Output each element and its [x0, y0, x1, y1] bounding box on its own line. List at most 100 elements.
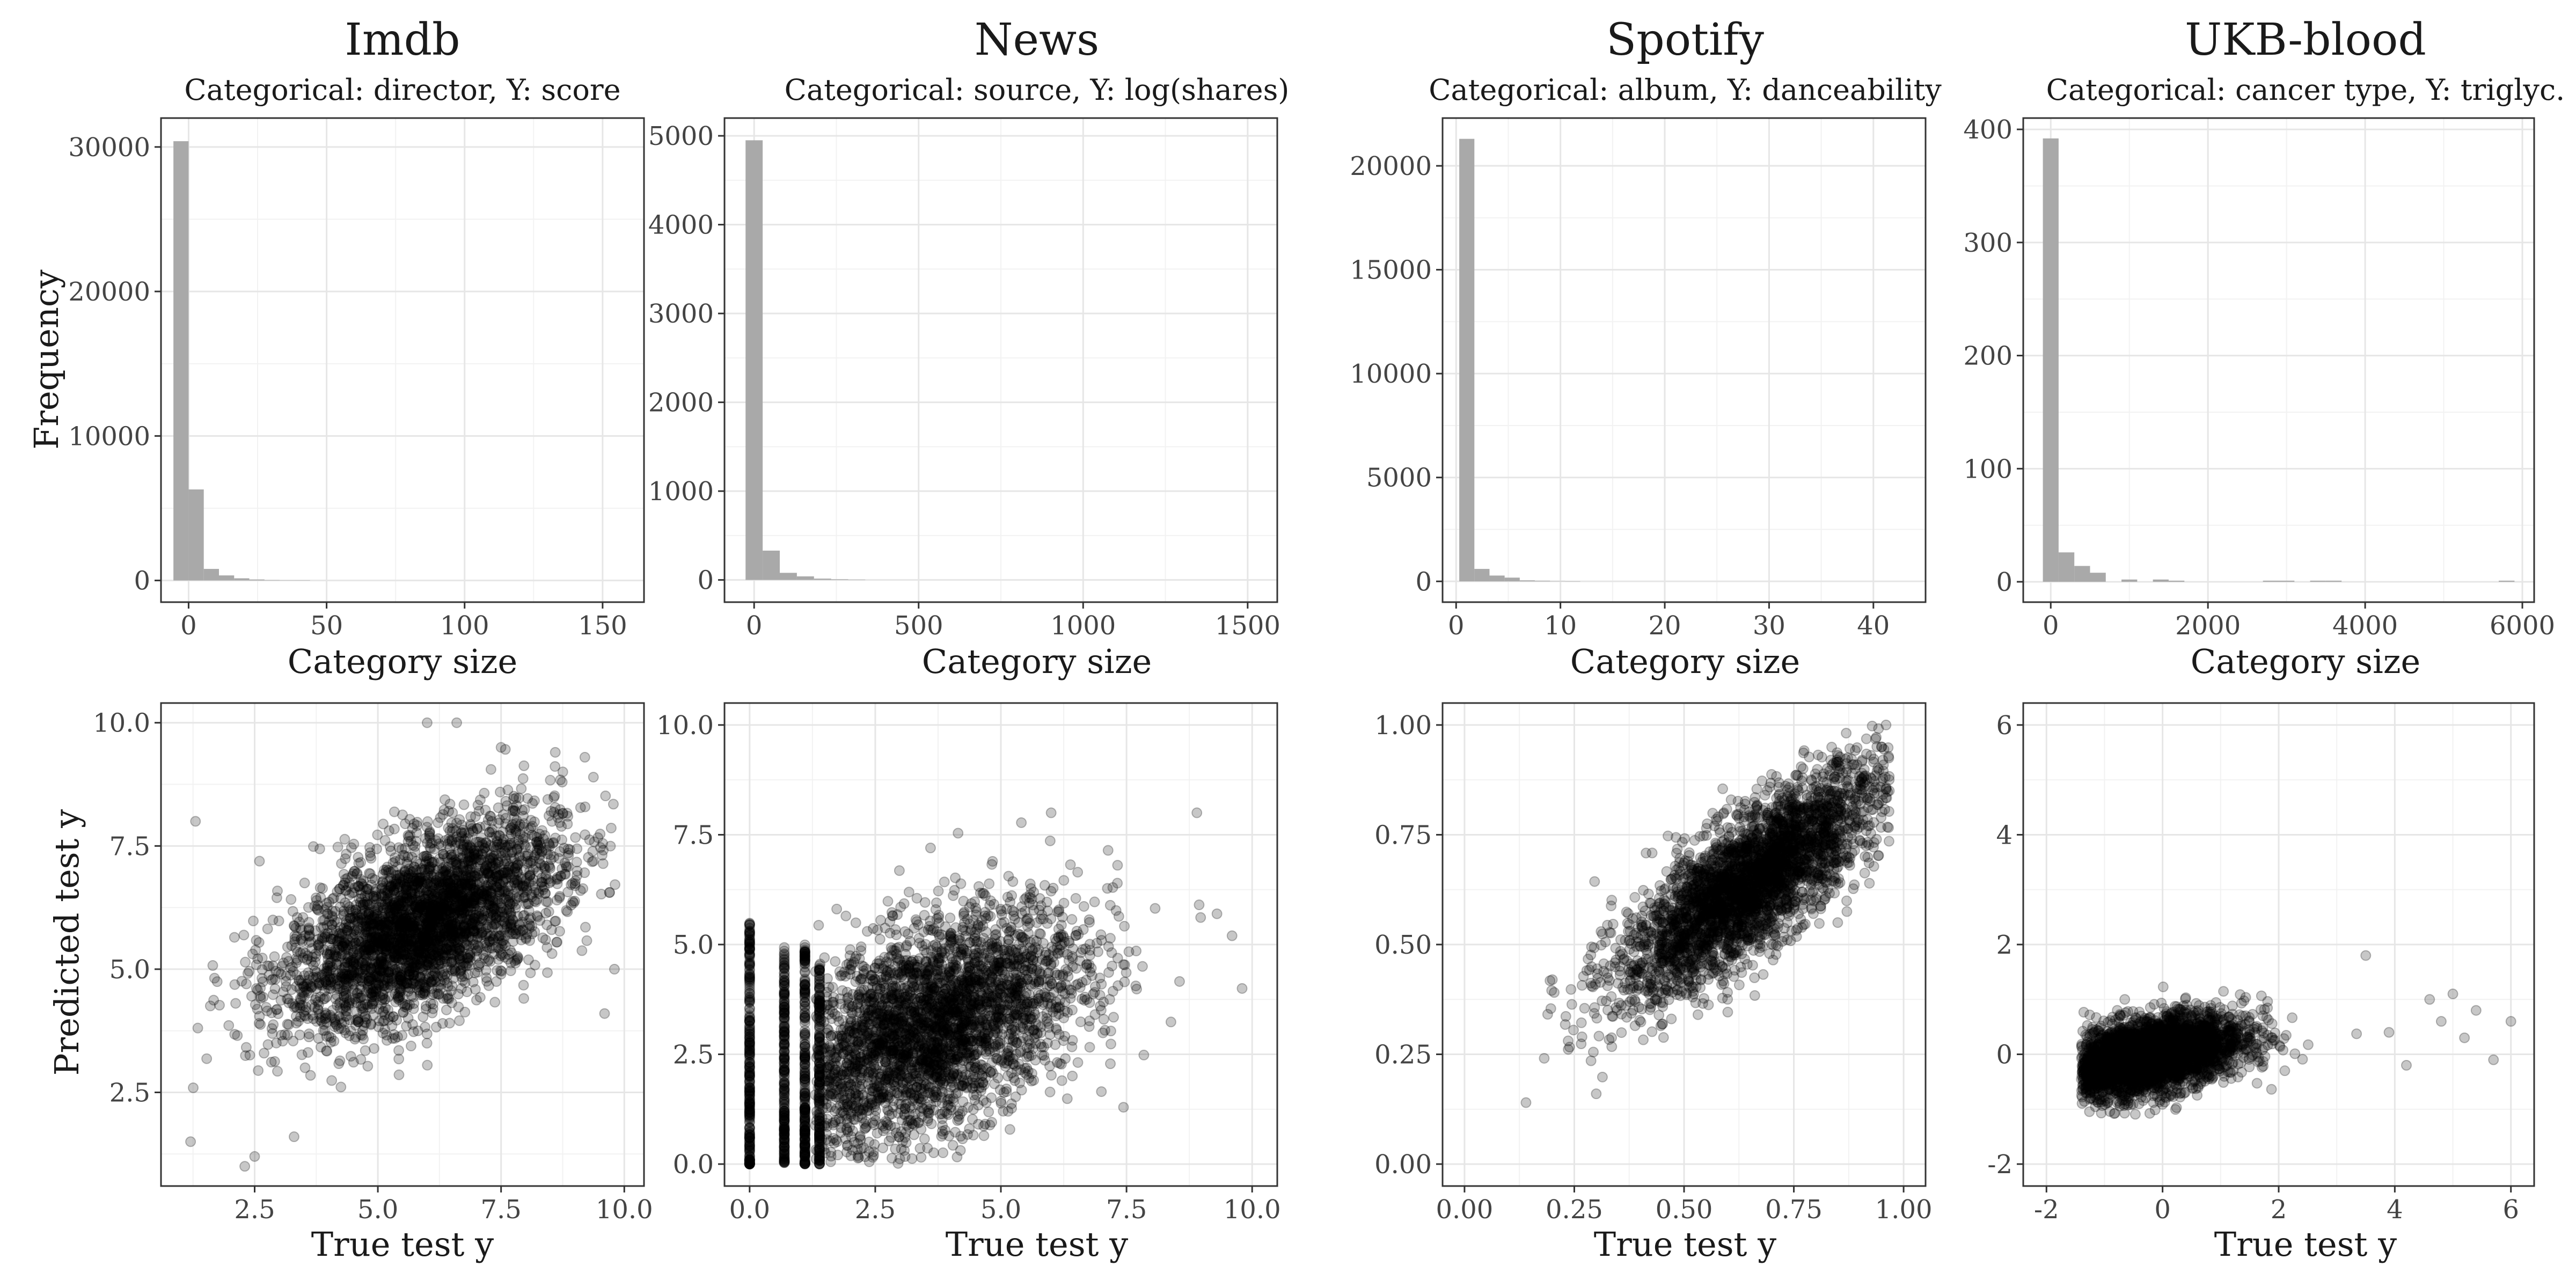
scatter-point	[367, 873, 378, 884]
scatter-point	[353, 923, 364, 934]
scatter-point	[459, 903, 470, 914]
scatter-point	[367, 999, 378, 1010]
scatter-point	[420, 960, 431, 971]
scatter-point	[387, 933, 399, 945]
scatter-point	[409, 899, 420, 911]
x-tick-label: 5.0	[357, 1195, 398, 1225]
scatter-point	[516, 783, 527, 794]
scatter-point	[471, 946, 482, 957]
scatter-point	[402, 873, 414, 884]
scatter-point	[554, 892, 565, 903]
histogram-bar	[203, 569, 219, 581]
scatter-point	[467, 888, 479, 899]
scatter-point	[521, 898, 532, 910]
scatter-point	[298, 1010, 310, 1021]
scatter-point	[408, 998, 420, 1009]
scatter-point	[350, 926, 362, 937]
scatter-point	[508, 791, 519, 802]
scatter-point	[276, 1029, 287, 1041]
scatter-point	[399, 889, 410, 900]
scatter-point	[510, 828, 522, 839]
scatter-point	[433, 817, 444, 828]
scatter-point	[407, 962, 419, 973]
histogram-bar	[2121, 579, 2138, 582]
y-tick-label: 10000	[1350, 359, 1432, 389]
scatter-point	[314, 991, 326, 1002]
scatter-point	[257, 953, 268, 964]
scatter-point	[389, 884, 400, 896]
scatter-point	[474, 822, 486, 833]
scatter-point	[556, 821, 567, 832]
scatter-point	[409, 846, 421, 858]
scatter-point	[458, 799, 470, 810]
scatter-point	[553, 809, 564, 820]
scatter-point	[334, 1055, 346, 1066]
scatter-point	[436, 863, 448, 875]
scatter-point	[475, 854, 486, 866]
scatter-point	[588, 772, 599, 783]
scatter-point	[1174, 976, 1185, 987]
scatter-point	[376, 890, 387, 902]
scatter-point	[524, 920, 536, 931]
scatter-point	[329, 1021, 340, 1033]
scatter-point	[349, 1034, 361, 1045]
panel-subtitle: Categorical: cancer type, Y: triglyc.	[2046, 73, 2565, 107]
scatter-point	[495, 965, 506, 976]
scatter-point	[561, 860, 572, 872]
scatter-point	[390, 928, 401, 940]
scatter-point	[391, 940, 402, 952]
scatter-point	[363, 973, 375, 984]
scatter-point	[267, 960, 279, 971]
scatter-point	[413, 910, 424, 921]
x-axis-title: Category size	[1570, 642, 1800, 681]
scatter-point	[399, 865, 411, 876]
scatter-point	[492, 873, 503, 884]
scatter-point	[399, 949, 411, 961]
scatter-point	[277, 986, 289, 998]
scatter-point	[455, 889, 466, 901]
histogram-bar	[188, 489, 204, 581]
scatter-point	[321, 1045, 332, 1056]
scatter-point	[459, 921, 471, 933]
scatter-point	[214, 1000, 225, 1011]
scatter-point	[334, 945, 346, 956]
scatter-point	[306, 982, 318, 993]
scatter-point	[392, 1031, 403, 1043]
scatter-point	[543, 906, 554, 917]
scatter-point	[207, 960, 218, 971]
scatter-point	[321, 965, 332, 977]
scatter-point	[446, 817, 457, 829]
scatter-point	[419, 927, 430, 938]
y-tick-label: 0	[1996, 567, 2012, 597]
scatter-point	[462, 927, 473, 939]
scatter-point	[460, 898, 471, 909]
scatter-point	[485, 764, 496, 775]
scatter-point	[360, 1016, 371, 1028]
scatter-point	[294, 1029, 305, 1041]
panel-subtitle: Categorical: album, Y: danceability	[1429, 73, 1942, 107]
scatter-point	[518, 865, 530, 876]
scatter-point	[469, 901, 480, 912]
scatter-point	[278, 957, 289, 969]
scatter-point	[487, 906, 498, 918]
x-tick-label: 7.5	[1106, 1195, 1147, 1225]
scatter-point	[446, 936, 457, 948]
y-tick-label: 2.5	[673, 1040, 714, 1070]
scatter-point	[480, 841, 492, 852]
x-tick-label: 7.5	[481, 1195, 522, 1225]
scatter-point	[369, 932, 380, 943]
histogram-bar	[1459, 138, 1475, 582]
scatter-point	[305, 981, 317, 992]
scatter-point	[458, 932, 469, 943]
y-tick-label: 5.0	[673, 930, 714, 960]
scatter-point	[514, 880, 525, 891]
scatter-point	[380, 924, 391, 935]
scatter-point	[1096, 1086, 1107, 1097]
y-tick-label: 5000	[648, 121, 714, 151]
scatter-point	[327, 933, 339, 945]
scatter-point	[391, 873, 402, 884]
scatter-point	[485, 879, 496, 890]
scatter-point	[442, 838, 453, 850]
scatter-point	[469, 967, 480, 978]
scatter-point	[363, 975, 375, 986]
